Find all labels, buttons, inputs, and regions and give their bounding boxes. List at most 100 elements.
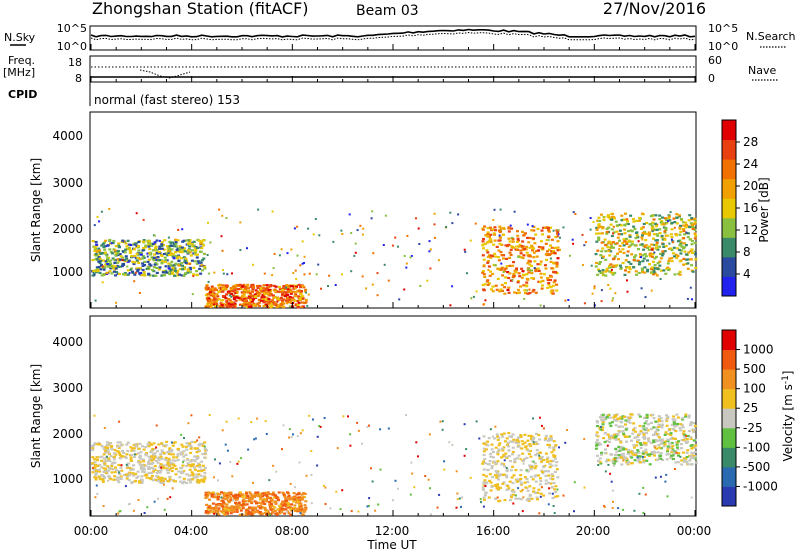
vel-cell-40 — [201, 464, 205, 467]
power-cell-252 — [102, 273, 106, 276]
vel-cell-1083 — [483, 458, 487, 461]
vel-cell-1257 — [512, 474, 516, 477]
vel-cell-1051 — [552, 440, 556, 443]
vel-cell-529 — [113, 448, 117, 452]
power-cell-1859 — [628, 268, 632, 271]
power-cell-1215 — [549, 291, 553, 294]
vel-cell-1434 — [627, 435, 631, 438]
power-cell-830 — [241, 284, 244, 288]
vel-cell-921 — [205, 503, 209, 506]
vel-speck-242 — [642, 486, 645, 489]
vel-cell-470 — [104, 471, 108, 474]
power-cell-995 — [293, 287, 297, 290]
vel-cell-341 — [171, 479, 175, 482]
power-cell-301 — [158, 252, 162, 255]
power-cell-569 — [288, 288, 292, 291]
power-cell-921 — [278, 305, 282, 308]
vel-cell-1751 — [670, 449, 674, 452]
vel-speck-180 — [125, 463, 128, 466]
vel-cell-877 — [209, 506, 213, 509]
power-cell-1706 — [660, 234, 664, 238]
power-cell-1102 — [534, 233, 538, 236]
power-cell-1134 — [482, 258, 486, 261]
vel-cell-534 — [189, 460, 193, 463]
vel-cell-1684 — [610, 421, 614, 424]
vel-cell-380 — [201, 452, 205, 456]
power-speck-171 — [271, 210, 274, 213]
vel-cell-1106 — [483, 494, 487, 497]
power-cell-1726 — [650, 268, 654, 271]
power-cell-655 — [287, 285, 291, 288]
vel-cell-1277 — [497, 444, 501, 447]
vel-cell-1091 — [503, 465, 507, 468]
vel-cell-193 — [129, 458, 133, 461]
power-speck-74 — [278, 254, 281, 257]
vel-speck-246 — [654, 476, 657, 479]
power-cell-350 — [115, 271, 118, 274]
power-speck-1 — [513, 210, 516, 213]
vel-cell-1642 — [596, 425, 599, 428]
power-cell-1212 — [489, 270, 492, 273]
power-cell-1669 — [606, 214, 610, 217]
power-cell-1357 — [548, 253, 551, 256]
vel-cell-1597 — [687, 414, 691, 417]
power-cell-1358 — [485, 249, 489, 252]
power-cell-373 — [147, 241, 151, 244]
power-cell-924 — [220, 304, 224, 307]
power-cell-838 — [246, 291, 250, 294]
power-cell-298 — [182, 274, 186, 277]
power-cell-1014 — [261, 289, 265, 292]
vel-cell-179 — [94, 478, 98, 481]
power-cell-1524 — [627, 245, 631, 248]
power-cell-1692 — [687, 219, 691, 222]
vel-cell-1387 — [647, 423, 650, 426]
power-speck-164 — [285, 286, 288, 289]
power-cell-1658 — [623, 224, 627, 227]
power-cell-1415 — [597, 216, 601, 219]
power-speck-78 — [673, 226, 676, 229]
vel-cell-460 — [131, 472, 135, 475]
vel-cb-swatch-8 — [722, 330, 736, 351]
power-cell-1834 — [613, 217, 616, 220]
vel-cell-1811 — [598, 416, 602, 419]
power-cell-1197 — [527, 241, 531, 244]
power-speck-147 — [499, 208, 502, 211]
xtick-1: 04:00 — [174, 524, 209, 538]
power-speck-226 — [303, 255, 306, 258]
vel-cell-1758 — [662, 442, 666, 445]
power-cell-1597 — [646, 246, 650, 250]
vel-cell-1082 — [496, 438, 500, 441]
vel-cell-1819 — [620, 445, 624, 448]
vel-cell-884 — [276, 508, 280, 511]
vel-cell-5 — [130, 449, 134, 452]
power-cell-1502 — [597, 223, 601, 226]
vel-cell-1562 — [686, 440, 690, 443]
vel-cell-872 — [262, 493, 266, 496]
vel-cell-1250 — [529, 434, 533, 437]
power-cell-1336 — [516, 234, 520, 237]
vel-cell-1769 — [690, 447, 694, 450]
vel-cell-21 — [147, 461, 150, 464]
power-cell-1579 — [664, 245, 668, 248]
vel-cell-1064 — [499, 486, 502, 489]
vel-cell-1759 — [672, 437, 676, 440]
vel-cell-1856 — [643, 442, 646, 445]
vel-cell-980 — [284, 497, 288, 500]
power-cell-1717 — [642, 248, 646, 251]
power-cell-184 — [102, 268, 106, 271]
vel-cell-13 — [114, 453, 118, 456]
vel-cell-1197 — [544, 434, 548, 437]
power-cell-97 — [164, 259, 168, 262]
power-cell-1539 — [640, 267, 644, 270]
vel-cell-918 — [251, 510, 255, 513]
vel-cell-1142 — [482, 447, 486, 450]
vel-cell-1101 — [550, 464, 554, 467]
vel-cell-1582 — [633, 426, 637, 430]
power-cell-1634 — [604, 250, 608, 253]
vel-cell-1014 — [285, 499, 289, 502]
vel-cell-1334 — [533, 491, 537, 495]
vel-speck-243 — [532, 460, 535, 463]
vel-cell-352 — [182, 455, 186, 458]
vel-speck-118 — [612, 500, 614, 503]
power-cell-1284 — [552, 271, 556, 274]
